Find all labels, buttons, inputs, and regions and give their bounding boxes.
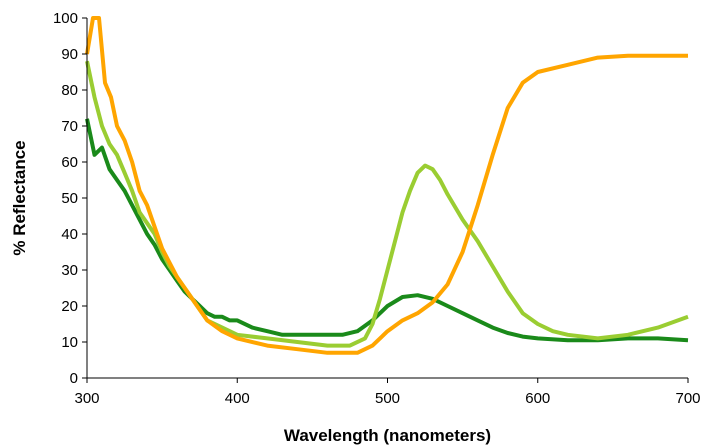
x-tick-label: 500 <box>375 390 400 407</box>
y-tick-label: 70 <box>61 118 78 135</box>
axes <box>86 18 688 379</box>
series-line-3 <box>85 16 688 355</box>
y-tick-label: 0 <box>70 370 78 387</box>
y-tick-label: 100 <box>53 10 78 27</box>
x-tick-label: 600 <box>525 390 550 407</box>
y-axis-title: % Reflectance <box>10 140 29 255</box>
x-axis-title: Wavelength (nanometers) <box>284 426 491 445</box>
series-line-1 <box>85 118 689 343</box>
y-tick-label: 30 <box>61 262 78 279</box>
x-ticks: 300 400 500 600 700 <box>74 378 701 407</box>
x-tick-label: 300 <box>74 390 99 407</box>
y-tick-label: 80 <box>61 82 78 99</box>
y-tick-label: 20 <box>61 298 78 315</box>
x-tick-label: 700 <box>675 390 700 407</box>
plot-lines <box>85 16 689 355</box>
y-tick-label: 50 <box>61 190 78 207</box>
x-tick-label: 400 <box>225 390 250 407</box>
y-tick-label: 40 <box>61 226 78 243</box>
y-tick-label: 60 <box>61 154 78 171</box>
y-tick-label: 90 <box>61 46 78 63</box>
y-ticks: 0 10 20 30 40 50 60 70 80 90 100 <box>53 10 87 387</box>
series-line-2 <box>85 60 689 348</box>
y-tick-label: 10 <box>61 334 78 351</box>
